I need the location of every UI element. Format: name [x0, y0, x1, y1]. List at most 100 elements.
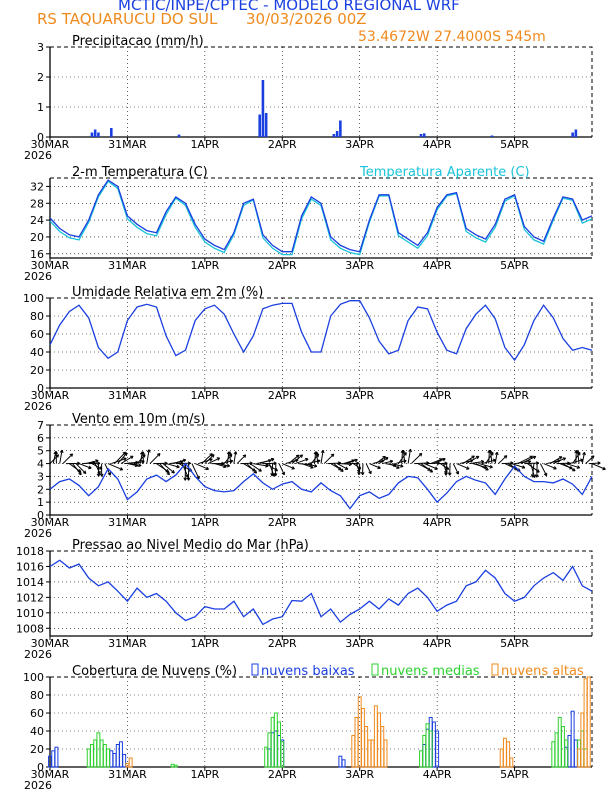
cloud-bar-green [561, 726, 565, 768]
pressure-xtick-label: 30MAR [31, 637, 70, 650]
wind-vector [59, 449, 63, 464]
wind-vector [420, 463, 433, 473]
wind-vector [166, 463, 180, 468]
wind-vector-head [265, 463, 269, 468]
cloud-bar-orange [364, 726, 369, 768]
precip-xtick-label: 30MAR [31, 138, 70, 151]
pressure-xtick-label: 4APR [423, 637, 452, 650]
cloud-bar-orange [380, 726, 385, 768]
wind-vector-head [340, 468, 344, 472]
wind-vector [301, 463, 314, 469]
wind-vector-head [211, 454, 215, 458]
wind-vector [452, 463, 459, 475]
precip-bar [261, 80, 265, 137]
temperature-axes [49, 178, 592, 259]
precip-bar [574, 129, 578, 137]
cloud-bar-orange [354, 717, 359, 768]
wind-vector [69, 463, 82, 473]
wind-vector-head [216, 457, 221, 461]
wind-vector [333, 463, 344, 472]
wind-vector-head [82, 470, 87, 474]
cloud-bar-blue [54, 746, 59, 768]
wind-vector [588, 462, 601, 465]
clouds-xtick-label: 5APR [500, 768, 529, 781]
cloud-bar-orange [506, 741, 511, 768]
wind-vector [323, 453, 335, 464]
precip-xtick-label: 4APR [423, 138, 452, 151]
wind-vector [162, 463, 175, 474]
pressure-ytick-label: 1008 [16, 622, 44, 635]
cloud-bar-green [93, 739, 98, 768]
precip-bar [110, 128, 113, 137]
pressure-title: Pressao ao Nivel Medio do Mar (hPa) [72, 538, 309, 553]
wind-vector-head [295, 454, 300, 459]
wind-ytick-label: 5 [37, 445, 44, 458]
precip-bar [258, 114, 261, 137]
wind-vector [198, 458, 213, 465]
wind-vector [430, 458, 443, 465]
humidity-line [49, 300, 593, 362]
wind-vector [107, 463, 123, 471]
wind-vector [249, 463, 262, 472]
temperature-ytick-label: 28 [30, 197, 44, 210]
wind-vector-head [408, 448, 412, 453]
wind-vector-head [233, 451, 238, 455]
wind-vector-head [597, 461, 601, 466]
cloud-legend-box-blue [251, 663, 259, 676]
wind-vector [133, 460, 145, 465]
temperature-ytick-label: 16 [30, 248, 44, 261]
wind-vector-head [314, 451, 319, 455]
wind-vector [233, 451, 237, 464]
wind-vector-head [572, 467, 576, 472]
wind-vector-head [562, 457, 566, 461]
cloud-bar-blue [431, 721, 436, 768]
cloud-bar-blue [109, 750, 114, 768]
wind-vector-head [273, 461, 277, 466]
wind-vector [433, 458, 446, 465]
pressure-xtick-label: 2APR [268, 637, 297, 650]
precip-frame-dashed [50, 46, 593, 137]
wind-vector-head [377, 465, 381, 470]
wind-vector [524, 462, 539, 465]
pressure-ytick-label: 1016 [16, 560, 44, 573]
location-label: RS TAQUARUCU DO SUL [37, 10, 218, 28]
precip-bar [332, 134, 336, 137]
wind-vector [117, 452, 128, 464]
wind-vector-head [186, 477, 191, 481]
wind-ytick-label: 0 [37, 509, 44, 522]
precip-ytick-label: 1 [37, 101, 44, 114]
clouds-xtick-label: 30MAR [31, 768, 70, 781]
clouds-ytick-label: 20 [30, 743, 44, 756]
clouds-xtick-label: 4APR [423, 768, 452, 781]
temperature-xtick-year: 2026 [24, 270, 52, 283]
precip-bar [90, 132, 94, 137]
wind-vector [511, 463, 526, 469]
wind-vector [120, 455, 134, 464]
humidity-ytick-label: 40 [30, 346, 44, 359]
wind-vector [246, 463, 257, 474]
wind-vector [307, 460, 321, 465]
precip-xtick-label: 1APR [190, 138, 219, 151]
cloud-bar-blue [570, 710, 575, 768]
pressure-xtick-label: 3APR [345, 637, 374, 650]
clouds-ytick-label: 100 [23, 671, 44, 684]
humidity-ytick-label: 80 [30, 310, 44, 323]
temperature-line-cyan [49, 180, 593, 256]
cloud-bar-blue [573, 739, 578, 768]
wind-vector [295, 458, 309, 465]
wind-vector [253, 463, 269, 467]
cloud-bar-green [267, 732, 272, 768]
cloud-bar-green [554, 732, 559, 768]
wind-vector [72, 463, 82, 476]
wind-xtick-label: 5APR [500, 516, 529, 529]
humidity-title: Umidade Relativa em 2m (%) [72, 285, 263, 300]
pressure-xtick-year: 2026 [24, 648, 52, 661]
wind-vector-head [146, 449, 151, 453]
precip-xtick-year: 2026 [24, 149, 52, 162]
wind-vector [517, 455, 533, 465]
wind-vector-head [553, 466, 557, 470]
humidity-axes [49, 298, 592, 389]
cloud-bar-green [273, 712, 278, 768]
wind-vector [469, 461, 484, 465]
wind-frame-dashed [50, 424, 593, 515]
